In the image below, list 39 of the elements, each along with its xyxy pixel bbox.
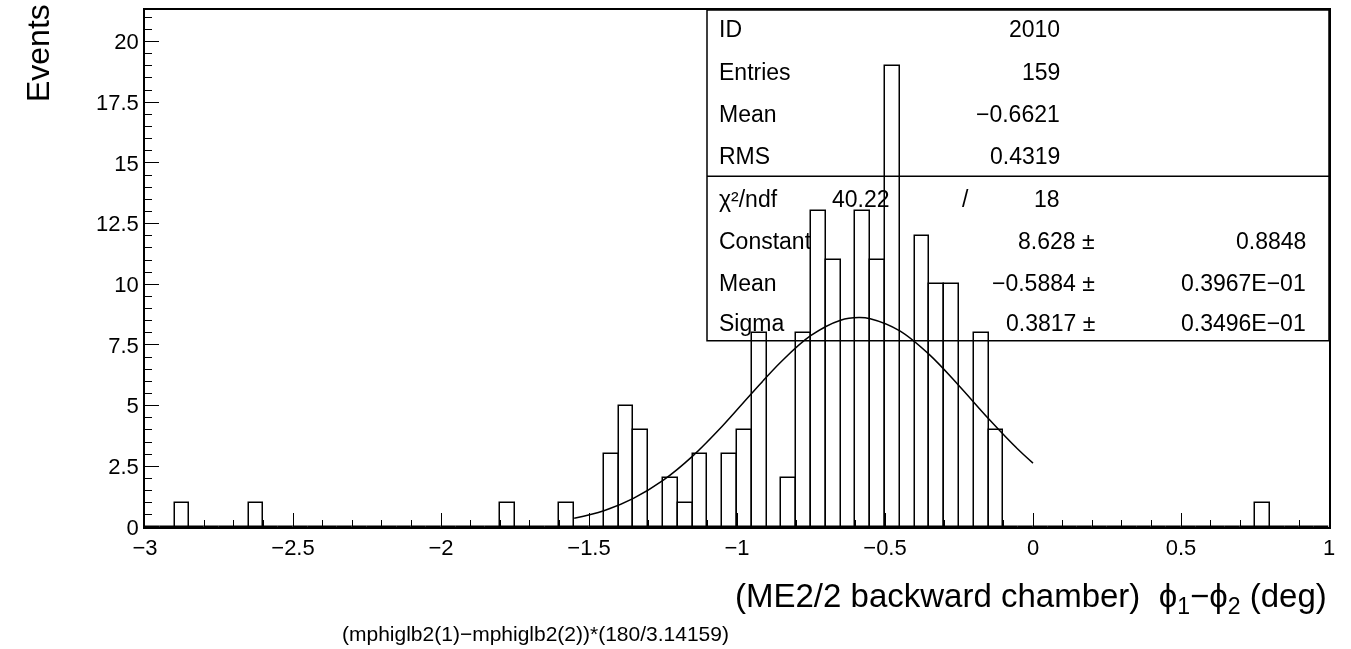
annotation: 0.8848 (1236, 228, 1307, 254)
x-tick-label: −0.5 (863, 535, 907, 561)
x-tick-label: −1.5 (567, 535, 611, 561)
x-tick-label: −2.5 (271, 535, 315, 561)
y-tick-label: 5 (126, 393, 139, 419)
annotation: 2010 (1009, 16, 1061, 42)
x-axis-title: (ME2/2 backward chamber) ϕ$_{1}$−ϕ$_{2}$ (deg) (735, 577, 1327, 619)
annotation: / (962, 186, 969, 212)
annotation: Sigma (719, 310, 785, 336)
y-tick-label: 17.5 (96, 89, 139, 115)
annotation: 18 (1034, 186, 1060, 212)
y-tick-label: 7.5 (108, 332, 139, 358)
x-tick-label: 0 (1026, 535, 1040, 561)
annotation: 0.3967E−01 (1181, 270, 1306, 296)
y-tick-label: 2.5 (108, 454, 139, 480)
y-tick-label: 10 (114, 271, 139, 297)
text: (mphiglb2(1)−mphiglb2(2))*(180/3.14159) (342, 622, 729, 645)
annotation: Entries (719, 59, 791, 85)
y-tick-label: 12.5 (96, 211, 139, 237)
annotation: −0.6621 (976, 101, 1060, 127)
y-tick-label: 20 (114, 29, 139, 55)
annotation: −0.5884 ± (992, 270, 1095, 296)
annotation: Mean (719, 270, 777, 296)
y-axis-title: Events (19, 4, 56, 103)
annotation: 0.3817 ± (1006, 310, 1096, 336)
x-tick-label: −1 (724, 535, 750, 561)
annotation: RMS (719, 143, 771, 169)
annotation: 0.3496E−01 (1181, 310, 1306, 336)
x-tick-label: 0.5 (1165, 535, 1197, 561)
x-tick-label: −2 (428, 535, 454, 561)
annotation: 159 (1022, 59, 1061, 85)
annotation: Mean (719, 101, 777, 127)
x-tick-label: 1 (1322, 535, 1336, 561)
annotation: 0.4319 (990, 143, 1061, 169)
y-tick-label: 15 (114, 150, 139, 176)
annotation: χ²/ndf (719, 186, 778, 212)
annotation: 8.628 ± (1018, 228, 1095, 254)
annotation: ID (719, 16, 742, 42)
annotation: Constant (719, 228, 812, 254)
